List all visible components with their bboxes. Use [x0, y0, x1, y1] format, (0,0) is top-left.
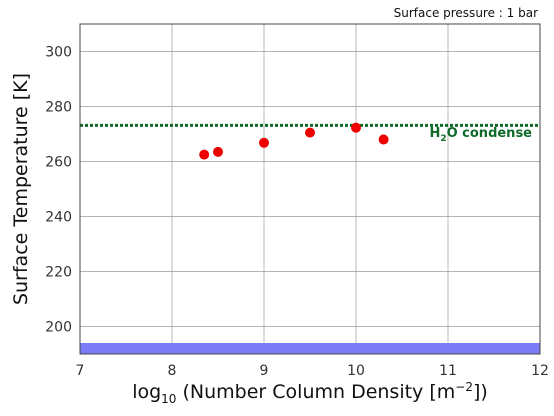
y-tick-label: 300	[45, 45, 72, 61]
surface-pressure-note: Surface pressure : 1 bar	[394, 6, 538, 20]
y-tick-label: 260	[45, 155, 72, 171]
x-axis-title-prefix: log	[132, 381, 161, 403]
x-tick-label: 8	[168, 363, 177, 379]
data-point	[199, 149, 210, 160]
h2o-label-end: O condense	[447, 126, 533, 141]
x-axis-title-main: (Number Column Density [m	[176, 381, 455, 403]
data-point	[305, 127, 315, 138]
x-tick-label: 10	[347, 363, 365, 379]
bottom-band	[80, 343, 540, 354]
x-axis-title-sub: 10	[161, 392, 176, 406]
x-tick-label: 7	[76, 363, 85, 379]
plot-background	[80, 24, 540, 354]
x-tick-label: 11	[439, 363, 457, 379]
h2o-condense-label: H2O condense	[429, 126, 532, 144]
x-axis-title: log10 (Number Column Density [m−2])	[132, 380, 488, 406]
x-tick-label: 9	[260, 363, 269, 379]
data-point	[351, 122, 361, 133]
x-tick-label: 12	[531, 363, 549, 379]
y-axis-title: Surface Temperature [K]	[10, 73, 32, 305]
grid-lines	[80, 24, 540, 354]
y-tick-label: 200	[45, 320, 72, 336]
plot-frame	[79, 23, 541, 355]
h2o-label-main: H	[429, 126, 440, 141]
data-point	[259, 137, 269, 148]
x-axis-title-sup: −2	[455, 380, 473, 394]
data-point	[213, 146, 223, 157]
y-tick-label: 240	[45, 210, 72, 226]
x-tick-labels: 7 8 9 10 11 12	[76, 363, 549, 379]
h2o-label-sub: 2	[440, 134, 446, 144]
data-point	[378, 134, 389, 145]
data-points	[199, 122, 389, 160]
x-axis-title-end: ])	[473, 381, 488, 403]
y-tick-label: 280	[45, 100, 72, 116]
y-tick-labels: 200 220 240 260 280 300	[45, 45, 72, 336]
y-tick-label: 220	[45, 265, 72, 281]
